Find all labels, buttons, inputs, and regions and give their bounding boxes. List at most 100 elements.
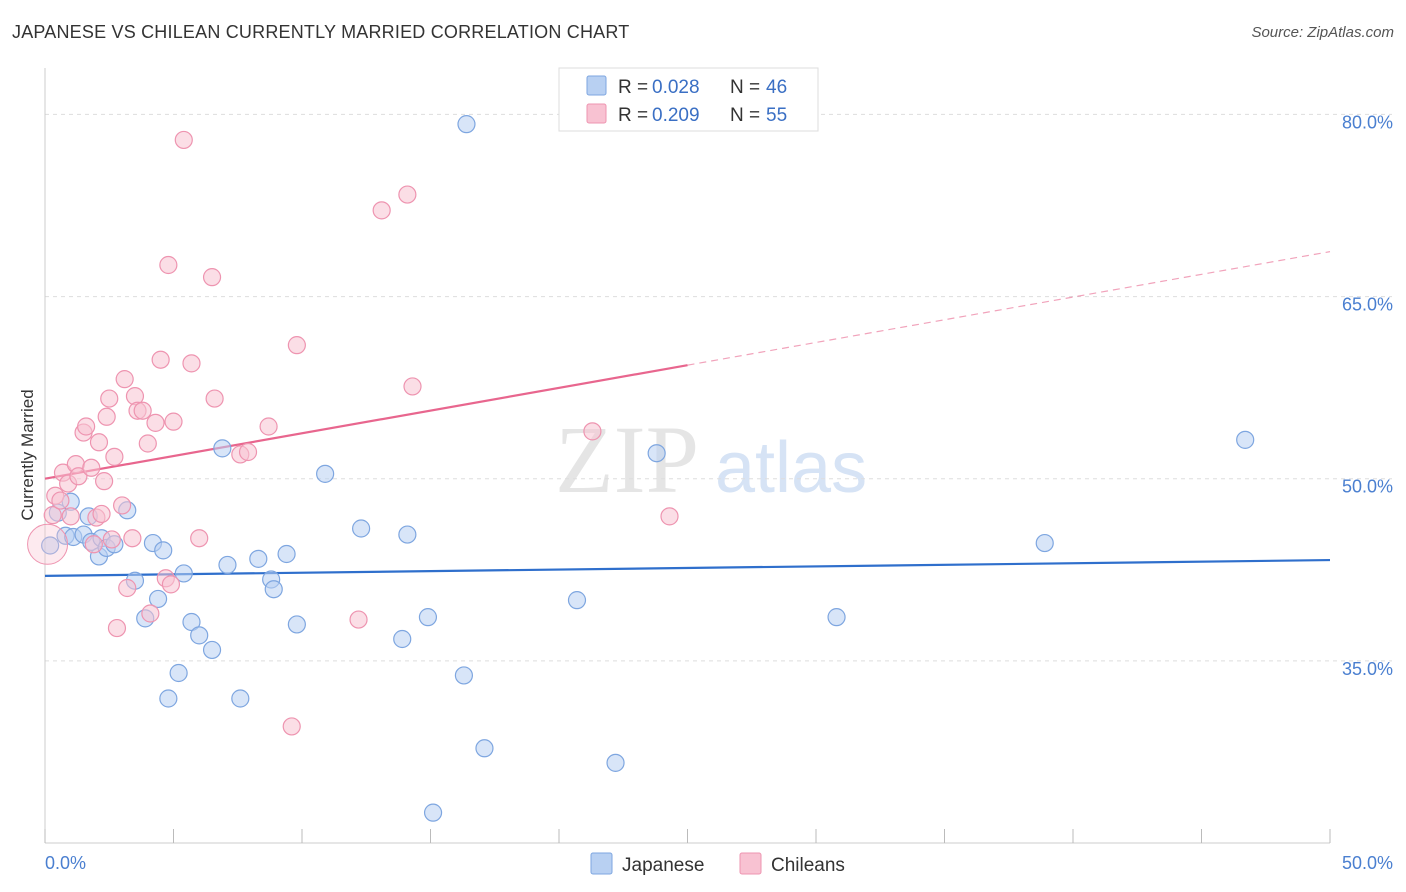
legend-n-value-chileans: 55: [766, 105, 787, 126]
data-point-japanese: [249, 549, 268, 568]
source-label: Source: ZipAtlas.com: [1251, 24, 1394, 41]
data-point-chileans: [82, 458, 101, 477]
data-point-chileans: [95, 472, 114, 491]
chart-title: JAPANESE VS CHILEAN CURRENTLY MARRIED CO…: [12, 22, 630, 42]
bottom-legend-swatch-japanese: [590, 852, 613, 875]
legend-r-label-chileans: R =: [618, 105, 648, 126]
data-point-japanese: [148, 589, 168, 609]
data-point-chileans: [190, 529, 209, 548]
bottom-legend: Japanese Chileans: [590, 852, 845, 876]
series-japanese: [41, 115, 1255, 822]
data-point-japanese: [606, 753, 625, 772]
data-point-chileans: [138, 434, 157, 453]
data-point-chileans: [287, 336, 306, 355]
data-point-japanese: [190, 626, 209, 645]
axes: [44, 68, 1331, 844]
data-point-chileans: [107, 618, 127, 638]
data-points: [27, 115, 1255, 822]
data-point-japanese: [398, 525, 417, 544]
legend-n-value-japanese: 46: [766, 77, 787, 98]
y-axis-label: Currently Married: [18, 389, 37, 520]
data-point-chileans: [372, 201, 391, 220]
data-point-chileans: [133, 401, 152, 420]
data-point-japanese: [159, 689, 178, 708]
data-point-chileans: [146, 413, 165, 432]
data-point-chileans: [43, 506, 62, 525]
data-point-cluster: [27, 523, 69, 565]
data-point-japanese: [475, 739, 494, 758]
data-point-chileans: [403, 377, 422, 396]
data-point-chileans: [205, 389, 224, 408]
data-point-chileans: [282, 717, 301, 736]
bottom-legend-swatch-chileans: [739, 852, 762, 875]
trend-line-chileans: [44, 364, 688, 480]
data-point-japanese: [454, 666, 474, 685]
data-point-japanese: [352, 519, 371, 538]
x-tick-label: 0.0%: [45, 853, 86, 873]
data-point-japanese: [1236, 430, 1255, 449]
data-point-japanese: [169, 663, 188, 683]
data-point-japanese: [1035, 533, 1054, 553]
data-point-chileans: [115, 370, 134, 389]
data-point-chileans: [77, 417, 96, 436]
legend-r-value-chileans: 0.209: [652, 105, 700, 126]
data-point-japanese: [213, 439, 232, 458]
data-point-japanese: [316, 464, 335, 483]
data-point-chileans: [112, 496, 132, 515]
data-point-chileans: [583, 422, 602, 441]
x-tick-labels: 0.0% 50.0%: [45, 853, 1393, 873]
data-point-japanese: [457, 115, 476, 134]
legend-swatch-japanese: [586, 75, 607, 96]
stats-legend: R = 0.028 N = 46 R = 0.209 N = 55: [558, 67, 819, 132]
y-tick-label: 80.0%: [1342, 112, 1393, 132]
data-point-japanese: [393, 629, 412, 649]
watermark-zip: ZIP: [555, 406, 699, 513]
data-point-japanese: [287, 615, 306, 634]
data-point-chileans: [660, 507, 679, 526]
bottom-legend-label-chileans: Chileans: [771, 855, 845, 876]
gridlines: [45, 113, 1392, 662]
data-point-japanese: [218, 555, 237, 575]
data-point-chileans: [100, 389, 119, 408]
data-point-japanese: [154, 541, 173, 560]
data-point-chileans: [61, 507, 80, 526]
data-point-chileans: [398, 185, 417, 204]
bottom-legend-label-japanese: Japanese: [622, 855, 704, 876]
data-point-japanese: [41, 536, 60, 555]
data-point-japanese: [567, 591, 587, 610]
data-point-chileans: [92, 504, 111, 524]
data-point-chileans: [202, 268, 222, 287]
legend-swatch-chileans: [586, 103, 607, 124]
data-point-chileans: [164, 412, 183, 431]
watermark-atlas: atlas: [715, 428, 867, 508]
data-point-chileans: [102, 530, 121, 549]
legend-n-label-japanese: N =: [730, 77, 760, 98]
data-point-japanese: [182, 612, 201, 632]
legend-n-label-chileans: N =: [730, 105, 760, 126]
data-point-japanese: [423, 803, 443, 822]
data-point-japanese: [231, 689, 250, 708]
data-point-chileans: [151, 350, 170, 369]
data-point-japanese: [277, 544, 296, 564]
trend-line-extension-chileans: [687, 251, 1331, 366]
y-tick-label: 35.0%: [1342, 659, 1393, 679]
legend-r-label-japanese: R =: [618, 77, 648, 98]
trend-line-japanese: [44, 558, 1331, 577]
data-point-chileans: [118, 578, 137, 598]
data-point-chileans: [349, 610, 368, 629]
watermark: ZIP atlas: [555, 406, 867, 513]
data-point-japanese: [418, 608, 438, 627]
data-point-chileans: [259, 417, 278, 436]
data-point-chileans: [84, 535, 103, 554]
data-point-japanese: [174, 564, 193, 583]
data-point-japanese: [647, 444, 666, 463]
trend-lines: [44, 251, 1331, 577]
data-point-japanese: [202, 640, 222, 660]
data-point-chileans: [69, 467, 88, 486]
legend-r-value-japanese: 0.028: [652, 77, 700, 98]
data-point-chileans: [141, 604, 160, 623]
data-point-chileans: [51, 491, 70, 510]
data-point-chileans: [238, 442, 258, 462]
data-point-chileans: [159, 255, 178, 275]
